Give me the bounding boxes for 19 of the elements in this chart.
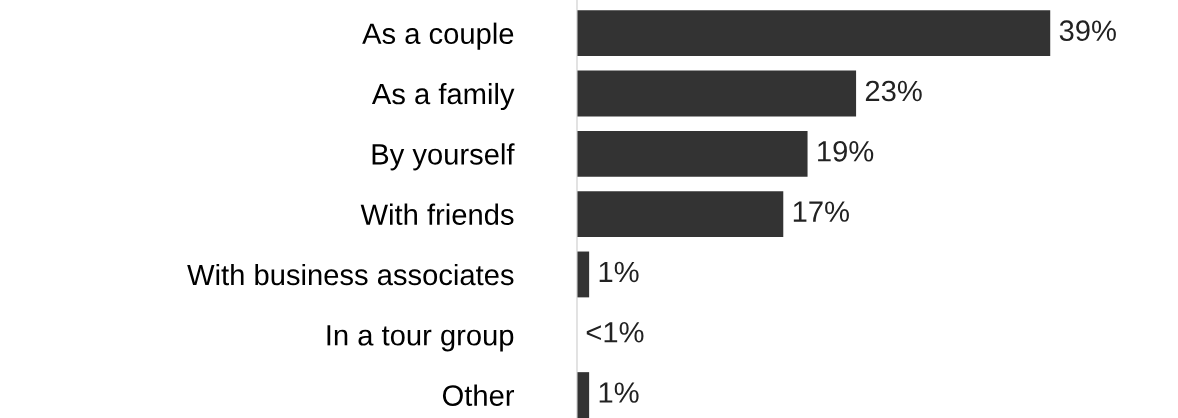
y-tick-label: Other [442, 384, 515, 406]
y-tick-label: As a family [371, 82, 515, 111]
data-label: 1% [599, 382, 639, 403]
y-tick-label: In a tour group [327, 325, 514, 352]
bar [577, 70, 857, 117]
data-label: 17% [793, 201, 849, 222]
bar [577, 372, 590, 418]
data-label: 39% [1059, 20, 1116, 41]
data-label: 1% [599, 261, 639, 283]
data-label: <1% [586, 322, 644, 343]
data-label: 19% [818, 140, 874, 162]
bar [577, 130, 808, 177]
bar [577, 10, 1051, 57]
y-tick-label: By yourself [372, 143, 515, 171]
bar [577, 191, 784, 238]
y-tick-label: With business associates [187, 263, 514, 286]
y-tick-label: With friends [360, 203, 514, 225]
y-tick-label: As a couple [362, 22, 514, 50]
data-label: 23% [865, 80, 922, 102]
